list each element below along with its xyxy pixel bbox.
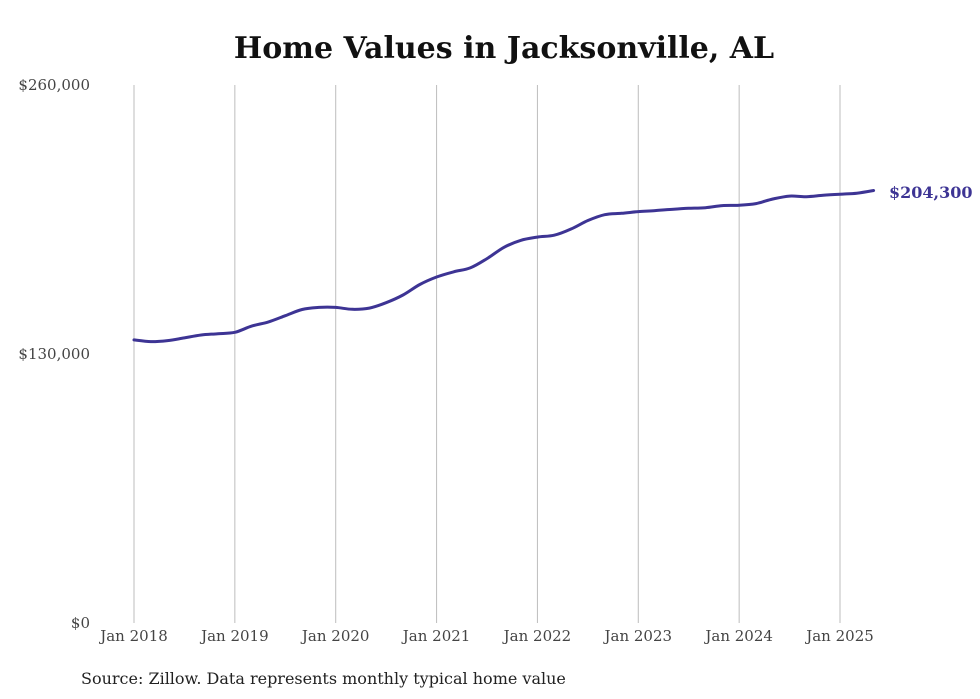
x-tick-label: Jan 2020 xyxy=(300,627,370,645)
x-tick-label: Jan 2023 xyxy=(603,627,673,645)
series-line-0 xyxy=(132,189,876,344)
grid-lines xyxy=(133,85,841,623)
x-tick-label: Jan 2025 xyxy=(804,627,874,645)
y-tick-label: $130,000 xyxy=(18,345,90,363)
y-tick-label: $0 xyxy=(71,614,90,632)
x-tick-label: Jan 2018 xyxy=(98,627,168,645)
x-tick-label: Jan 2019 xyxy=(199,627,269,645)
chart-title: Home Values in Jacksonville, AL xyxy=(234,31,774,66)
source-note: Source: Zillow. Data represents monthly … xyxy=(81,669,566,688)
end-value-label: $204,300 xyxy=(889,183,973,202)
series-layer xyxy=(132,189,876,344)
x-tick-label: Jan 2021 xyxy=(401,627,471,645)
y-axis-ticks: $0 $130,000 $260,000 xyxy=(18,76,90,632)
x-tick-label: Jan 2024 xyxy=(703,627,773,645)
x-axis-ticks: Jan 2018 Jan 2019 Jan 2020 Jan 2021 Jan 2022… xyxy=(98,627,874,645)
y-tick-label: $260,000 xyxy=(18,76,90,94)
x-tick-label: Jan 2022 xyxy=(502,627,572,645)
